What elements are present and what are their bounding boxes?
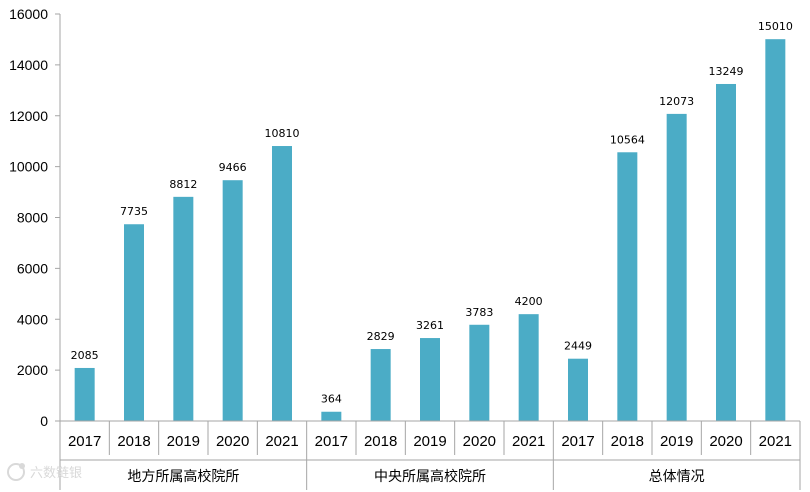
data-label: 9466 [219,161,247,174]
data-label: 7735 [120,205,148,218]
data-label: 2829 [367,330,395,343]
group-label: 地方所属高校院所 [127,468,239,485]
bar [518,314,539,421]
x-tick-label: 2017 [561,433,594,450]
x-tick-label: 2020 [709,433,742,450]
x-tick-label: 2018 [364,433,397,450]
y-tick-label: 10000 [9,159,48,175]
data-labels: 2085 7735 8812 9466 10810 364 2829 3261 3783 4200… [71,20,793,406]
x-tick-label: 2021 [512,433,545,450]
data-label: 4200 [515,295,543,308]
y-tick-label: 0 [40,413,48,429]
data-label: 10810 [265,127,300,140]
x-tick-label: 2021 [759,433,792,450]
bar [370,349,391,421]
y-tick-label: 12000 [9,108,48,124]
x-tick-label: 2018 [611,433,644,450]
y-tick-label: 2000 [17,362,48,378]
data-label: 3261 [416,319,444,332]
data-label: 12073 [659,95,694,108]
bar [568,358,588,421]
y-tick-label: 16000 [9,6,48,22]
data-label: 10564 [610,133,645,146]
bar [124,224,144,421]
data-label: 8812 [169,178,197,191]
bar [469,324,490,421]
x-tick-label: 2019 [413,433,446,450]
data-label: 2085 [71,349,99,362]
y-tick-label: 8000 [17,210,48,226]
bar [716,83,736,421]
group-label: 中央所属高校院所 [374,468,486,485]
bar [272,146,292,421]
data-label: 15010 [758,20,793,33]
x-tick-label: 2019 [167,433,200,450]
x-tick-label: 2020 [463,433,496,450]
x-tick-label: 2021 [265,433,298,450]
bar [666,113,687,421]
bar [617,152,638,421]
data-label: 13249 [709,65,744,78]
x-tick-label: 2018 [117,433,150,450]
x-tick-label: 2017 [68,433,101,450]
x-tick-label: 2019 [660,433,693,450]
x-tick-label: 2020 [216,433,249,450]
bar [173,196,194,421]
watermark: 六数链银 [7,463,82,481]
bar [765,39,786,421]
group-labels: 地方所属高校院所 中央所属高校院所 总体情况 [127,468,704,485]
data-label: 3783 [465,306,493,319]
bar [74,367,95,421]
y-tick-label: 4000 [17,311,48,327]
bar [321,411,342,421]
y-tick-label: 14000 [9,57,48,73]
group-label: 总体情况 [649,469,705,485]
watermark-text: 六数链银 [30,466,82,481]
x-axis-ticks: 2017 2018 2019 2020 2021 2017 2018 2019 2020 2021… [68,433,792,450]
x-tick-label: 2017 [315,433,348,450]
logo-icon [7,463,25,481]
y-axis-ticks: 0 2000 4000 6000 8000 10000 12000 14000 16000 [9,6,48,429]
data-label: 2449 [564,340,592,353]
bar [420,338,440,421]
bars [74,39,786,421]
data-label: 364 [321,393,342,406]
y-tick-label: 6000 [17,260,48,276]
axes [55,13,801,490]
bar [222,180,243,421]
